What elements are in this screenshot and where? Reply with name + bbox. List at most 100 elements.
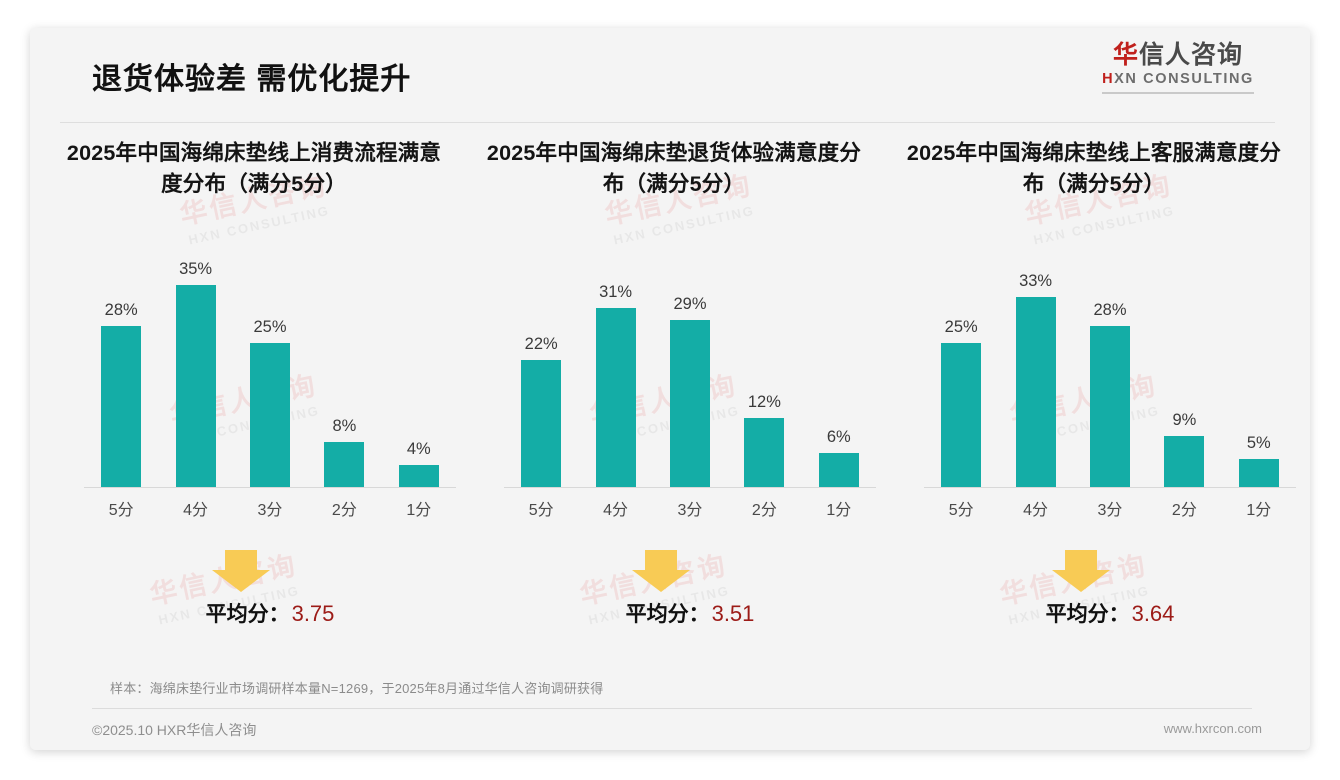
bar-group: 28% xyxy=(1073,256,1147,488)
bar xyxy=(818,453,859,488)
bar-value-label: 28% xyxy=(104,300,138,319)
bar-value-label: 5% xyxy=(1246,434,1271,452)
slide-footer: ©2025.10 HXR华信人咨询 www.hxrcon.com xyxy=(30,709,1310,750)
bar-value-label: 29% xyxy=(673,294,707,313)
chart-title-2: 2025年中国海绵床垫退货体验满意度分布（满分5分） xyxy=(486,141,862,196)
bar xyxy=(595,308,636,488)
bar-value-label: 25% xyxy=(253,318,287,336)
x-axis-tick-label: 5分 xyxy=(108,502,134,519)
slide-header: 退货体验差 需优化提升 华信人咨询 HXN CONSULTING xyxy=(30,28,1310,122)
bar-value-label: 35% xyxy=(179,260,213,278)
average-value-1: 3.75 xyxy=(291,601,335,626)
company-logo: 华信人咨询 HXN CONSULTING xyxy=(1088,42,1268,95)
x-axis-tick-label: 1分 xyxy=(826,502,852,519)
average-block-3: 平均分：3.64 xyxy=(924,550,1296,640)
average-block-1: 平均分：3.75 xyxy=(84,550,456,640)
bar-group: 12% xyxy=(727,256,801,488)
x-axis-tick-label: 1分 xyxy=(406,502,432,519)
bar xyxy=(521,360,562,488)
x-axis-tick-label: 4分 xyxy=(603,502,629,519)
bar xyxy=(744,418,785,488)
x-axis-tick-label: 5分 xyxy=(948,502,974,519)
x-axis-line-2 xyxy=(504,487,876,488)
chart-title-1: 2025年中国海绵床垫线上消费流程满意度分布（满分5分） xyxy=(66,141,442,196)
bar xyxy=(1238,459,1279,488)
chart-panel-1: 2025年中国海绵床垫线上消费流程满意度分布（满分5分） 28% 35% 25% 8%… xyxy=(48,138,460,658)
average-label-3: 平均分： xyxy=(1045,603,1130,626)
arrow-head xyxy=(632,570,690,592)
x-axis-tick-label: 3分 xyxy=(677,502,703,519)
plot-area-2: 22% 31% 29% 12% 6% xyxy=(504,256,876,488)
footer-divider xyxy=(92,708,1252,709)
bar-value-label: 31% xyxy=(599,283,633,302)
bar xyxy=(398,464,439,488)
average-score-2: 平均分：3.51 xyxy=(504,598,876,628)
x-axis-tick-label: 1分 xyxy=(1246,502,1272,519)
bar-group: 4% xyxy=(382,256,456,488)
x-axis-line-1 xyxy=(84,487,456,488)
bar-value-label: 28% xyxy=(1093,300,1127,319)
bar-value-label: 6% xyxy=(826,428,851,447)
source-note: 样本：海绵床垫行业市场调研样本量N=1269，于2025年8月通过华信人咨询调研… xyxy=(110,681,604,696)
average-score-3: 平均分：3.64 xyxy=(924,598,1296,628)
x-axis-tick-label: 3分 xyxy=(1097,502,1123,519)
bar-value-label: 8% xyxy=(332,416,357,435)
bar-group: 25% xyxy=(233,256,307,488)
footer-website: www.hxrcon.com xyxy=(1163,721,1262,736)
bar-value-label: 12% xyxy=(747,393,781,412)
x-axis-tick-label: 4分 xyxy=(1023,502,1049,519)
down-arrow-icon xyxy=(632,550,690,592)
bar-group: 31% xyxy=(578,256,652,488)
plot-area-1: 28% 35% 25% 8% 4% xyxy=(84,256,456,488)
bar-value-label: 22% xyxy=(524,335,558,354)
x-axis-tick-label: 2分 xyxy=(751,502,777,519)
bar-group: 22% xyxy=(504,256,578,488)
plot-area-3: 25% 33% 28% 9% 5% xyxy=(924,256,1296,488)
bar xyxy=(249,343,290,488)
bar-group: 28% xyxy=(84,256,158,488)
arrow-head xyxy=(212,570,270,592)
header-divider xyxy=(60,122,1275,123)
bar xyxy=(324,441,365,488)
arrow-stem xyxy=(1065,550,1097,571)
average-block-2: 平均分：3.51 xyxy=(504,550,876,640)
logo-chinese-first-char: 华 xyxy=(1112,41,1139,69)
average-score-1: 平均分：3.75 xyxy=(84,598,456,628)
arrow-stem xyxy=(225,550,257,571)
footer-copyright: ©2025.10 HXR华信人咨询 xyxy=(92,722,257,738)
x-axis-tick-label: 4分 xyxy=(183,502,209,519)
average-value-3: 3.64 xyxy=(1131,601,1175,626)
bar-chart-1: 28% 35% 25% 8% 4% 5分 4分 3分 2分 1分 xyxy=(84,256,456,546)
logo-english-text: HXN CONSULTING xyxy=(1088,71,1268,87)
chart-title-3: 2025年中国海绵床垫线上客服满意度分布（满分5分） xyxy=(906,141,1282,196)
bar-group: 9% xyxy=(1147,256,1221,488)
x-axis-tick-label: 5分 xyxy=(528,502,554,519)
bar-chart-2: 22% 31% 29% 12% 6% 5分 4分 3分 2分 1分 xyxy=(504,256,876,546)
down-arrow-icon xyxy=(1052,550,1110,592)
bar-group: 29% xyxy=(653,256,727,488)
page-title: 退货体验差 需优化提升 xyxy=(92,63,412,96)
logo-chinese-rest: 信人咨询 xyxy=(1139,41,1244,69)
average-label-1: 平均分： xyxy=(205,603,290,626)
average-label-2: 平均分： xyxy=(625,603,710,626)
x-axis-tick-label: 2分 xyxy=(1171,502,1197,519)
logo-chinese-text: 华信人咨询 xyxy=(1088,42,1268,68)
average-value-2: 3.51 xyxy=(711,601,755,626)
bar xyxy=(1164,435,1205,488)
slide-card: 退货体验差 需优化提升 华信人咨询 HXN CONSULTING 华信人咨询 H… xyxy=(30,28,1310,750)
logo-english-first-char: H xyxy=(1102,71,1115,88)
arrow-head xyxy=(1052,570,1110,592)
logo-english-rest: XN CONSULTING xyxy=(1114,71,1254,88)
bar-group: 35% xyxy=(158,256,232,488)
arrow-stem xyxy=(645,550,677,571)
chart-panels-container: 2025年中国海绵床垫线上消费流程满意度分布（满分5分） 28% 35% 25% 8%… xyxy=(30,138,1310,658)
bar xyxy=(175,285,216,488)
chart-panel-3: 2025年中国海绵床垫线上客服满意度分布（满分5分） 25% 33% 28% 9% 5%… xyxy=(888,138,1300,658)
x-axis-tick-label: 2分 xyxy=(331,502,357,519)
x-axis-line-3 xyxy=(924,487,1296,488)
bar-value-label: 9% xyxy=(1172,410,1197,429)
bar xyxy=(101,325,142,488)
bar-group: 33% xyxy=(998,256,1072,488)
down-arrow-icon xyxy=(212,550,270,592)
bar xyxy=(941,343,982,488)
